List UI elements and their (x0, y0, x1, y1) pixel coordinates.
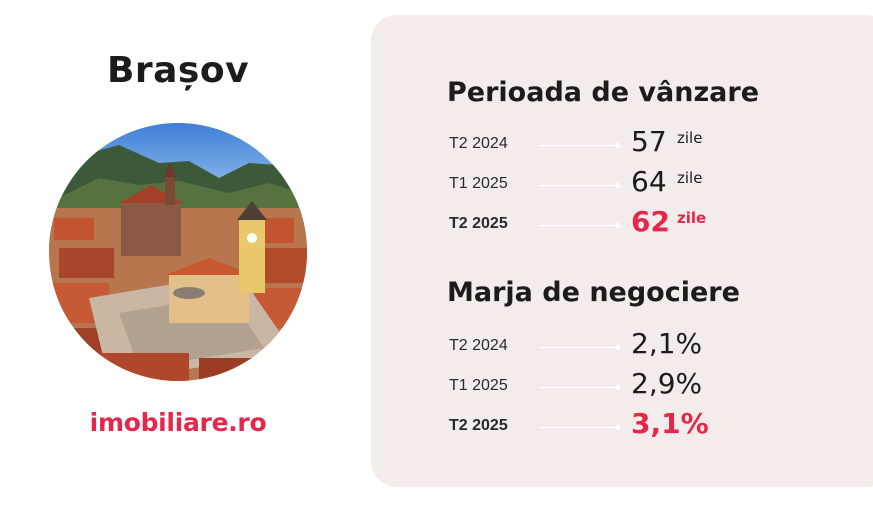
period-label: T2 2024 (449, 135, 508, 152)
connector-line (539, 223, 620, 228)
sale-period-value: 64 (631, 165, 667, 198)
period-label: T1 2025 (449, 377, 508, 394)
period-label: T2 2025 (449, 215, 508, 232)
negotiation-margin-title: Marja de negociere (447, 277, 740, 308)
negotiation-margin-row: T2 2024 2,1% (449, 325, 809, 361)
sale-period-row: T2 2024 57 zile (449, 123, 809, 159)
sale-period-row-current: T2 2025 62 zile (449, 203, 809, 239)
city-photo (49, 123, 307, 381)
unit-label: zile (677, 169, 703, 187)
unit-label: zile (677, 209, 707, 227)
negotiation-margin-value: 2,1% (631, 327, 703, 360)
period-label: T2 2024 (449, 337, 508, 354)
connector-line (539, 183, 620, 188)
negotiation-margin-value: 3,1% (631, 407, 709, 440)
negotiation-margin-row: T1 2025 2,9% (449, 365, 809, 401)
brand-logo: imobiliare.ro (89, 408, 267, 437)
negotiation-margin-row-current: T2 2025 3,1% (449, 405, 809, 441)
connector-line (539, 143, 620, 148)
period-label: T1 2025 (449, 175, 508, 192)
city-title: Brașov (106, 50, 250, 91)
sale-period-row: T1 2025 64 zile (449, 163, 809, 199)
negotiation-margin-value: 2,9% (631, 367, 703, 400)
sale-period-value: 57 (631, 125, 667, 158)
connector-line (539, 345, 620, 350)
connector-line (539, 425, 620, 430)
period-label: T2 2025 (449, 417, 508, 434)
sale-period-title: Perioada de vânzare (447, 77, 760, 108)
sale-period-value: 62 (631, 205, 670, 238)
unit-label: zile (677, 129, 703, 147)
connector-line (539, 385, 620, 390)
stats-panel: Perioada de vânzare T2 2024 57 zile T1 2… (371, 15, 873, 487)
brasov-city-illustration (49, 123, 307, 381)
